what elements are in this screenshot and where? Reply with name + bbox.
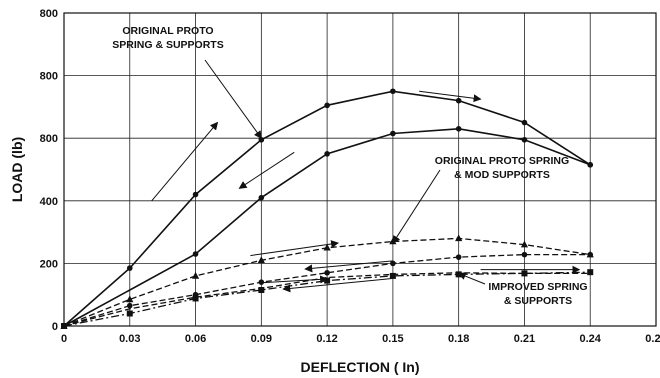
plot-area-border: [63, 12, 657, 327]
direction-arrow-2: [419, 90, 482, 103]
series-1-point-4: [390, 130, 396, 137]
series-4-point-7: [521, 270, 528, 277]
series-1-point-6: [521, 136, 528, 143]
series-0-point-2: [192, 191, 199, 198]
series-2-point-4: [323, 243, 331, 251]
series-2-point-2: [191, 271, 200, 279]
y-tick-label-2: 400: [40, 196, 58, 208]
direction-arrows: [151, 90, 581, 293]
series-1-line: [63, 127, 591, 327]
y-tick-label-4: 800: [40, 71, 58, 83]
direction-arrow-0: [151, 121, 219, 202]
series-4-point-3: [258, 287, 265, 294]
annotation-2-line-0: IMPROVED SPRING: [488, 281, 587, 293]
series-4-point-5: [389, 272, 396, 279]
series-3-point-8: [587, 251, 594, 258]
series-4-point-4: [324, 277, 331, 284]
x-axis-label: DEFLECTION ( In): [301, 359, 420, 375]
direction-arrow-4: [304, 260, 393, 273]
annotations: ORIGINAL PROTO SPRING & SUPPORTSORIGINAL …: [112, 25, 587, 307]
series-1-point-5: [455, 126, 462, 132]
gridlines: [63, 12, 657, 327]
direction-arrow-3: [250, 240, 340, 257]
annotation-1-leader: [392, 169, 441, 244]
series-0-point-1: [126, 265, 133, 271]
annotation-0-leader: [204, 59, 262, 140]
tick-labels: 0 0.03 0.06 0.09 0.12 0.15 0.18 0.21 0.24 0.27 0 20…: [40, 8, 660, 345]
annotation-0: ORIGINAL PROTO SPRING & SUPPORTS: [112, 25, 223, 51]
annotation-1-line-1: & MOD SUPPORTS: [454, 169, 550, 181]
series-4-point-2: [192, 295, 199, 302]
series-3-point-7: [521, 251, 528, 258]
series-3-point-4: [324, 269, 330, 276]
annotation-2: IMPROVED SPRING & SUPPORTS: [488, 281, 587, 307]
x-tick-label-4: 0.12: [316, 333, 337, 345]
y-tick-label-0: 0: [52, 321, 58, 333]
series-4-point-8: [587, 269, 594, 276]
series-2-point-7: [520, 240, 529, 248]
series-0-point-4: [324, 102, 330, 109]
x-tick-label-9: 0.27: [645, 333, 660, 345]
series-4-point-1: [126, 310, 133, 317]
annotation-2-leader: [457, 272, 486, 285]
x-tick-label-5: 0.15: [382, 333, 403, 345]
direction-arrow-5: [261, 275, 329, 284]
x-tick-label-3: 0.09: [251, 333, 272, 345]
series-1-point-1: [192, 251, 199, 257]
direction-arrow-6: [282, 277, 393, 293]
series-5-line: [63, 272, 591, 327]
annotation-1-line-0: ORIGINAL PROTO SPRING: [435, 155, 569, 167]
plot-frame: [63, 12, 657, 327]
series-0-point-5: [390, 88, 396, 95]
series-0-point-6: [455, 97, 462, 104]
y-tick-label-5: 800: [40, 8, 58, 20]
x-tick-label-0: 0: [61, 333, 67, 345]
x-tick-label-8: 0.24: [580, 333, 602, 345]
annotation-0-line-0: ORIGINAL PROTO: [122, 25, 213, 37]
annotation-0-line-1: SPRING & SUPPORTS: [112, 39, 223, 51]
series-2-point-1: [126, 295, 134, 303]
series-0-point-7: [521, 119, 528, 126]
y-tick-label-1: 200: [40, 258, 58, 270]
series-3-point-6: [455, 254, 462, 260]
x-tick-label-6: 0.18: [448, 333, 469, 345]
direction-arrow-1: [238, 151, 295, 189]
y-tick-label-3: 800: [40, 133, 58, 145]
annotation-2-line-1: & SUPPORTS: [504, 295, 572, 307]
x-tick-label-2: 0.06: [185, 333, 206, 345]
series-1-point-7: [587, 162, 594, 168]
series-3-point-3: [258, 279, 265, 285]
annotation-1: ORIGINAL PROTO SPRING & MOD SUPPORTS: [435, 155, 569, 181]
series-1-point-3: [324, 151, 330, 157]
series-2-point-3: [257, 256, 265, 264]
series-3-line: [63, 253, 591, 327]
series-2-point-6: [455, 234, 463, 242]
series-3-point-1: [126, 302, 133, 309]
x-tick-label-1: 0.03: [119, 333, 140, 345]
series-1-point-2: [258, 194, 265, 201]
series-3-point-5: [390, 260, 396, 267]
y-axis-label: LOAD (lb): [9, 137, 25, 202]
x-tick-label-7: 0.21: [514, 333, 535, 345]
